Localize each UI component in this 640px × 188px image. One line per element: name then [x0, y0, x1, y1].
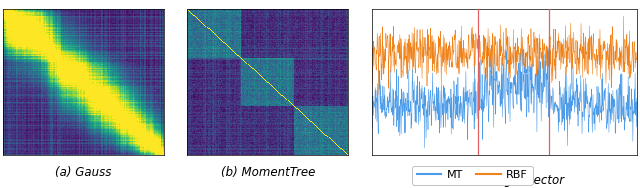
RBF — [529, 62, 537, 64]
Line: RBF: RBF — [372, 16, 637, 95]
RBF — [537, 57, 545, 59]
MT — [538, 120, 545, 122]
MT — [384, 106, 392, 108]
Text: (c) First eigenvector: (c) First eigenvector — [445, 174, 564, 187]
Text: (a) Gauss: (a) Gauss — [56, 166, 112, 179]
MT — [570, 99, 577, 101]
MT — [368, 85, 376, 87]
MT — [529, 86, 537, 88]
RBF — [620, 15, 627, 17]
MT — [596, 111, 604, 114]
MT — [522, 68, 530, 70]
RBF — [375, 93, 383, 96]
MT — [420, 147, 428, 149]
Legend: MT, RBF: MT, RBF — [412, 166, 532, 185]
RBF — [569, 52, 577, 55]
RBF — [368, 41, 376, 43]
RBF — [633, 52, 640, 54]
MT — [484, 41, 492, 44]
RBF — [596, 50, 604, 52]
RBF — [522, 67, 530, 69]
MT — [633, 97, 640, 99]
Text: (b) MomentTree: (b) MomentTree — [221, 166, 315, 179]
Line: MT: MT — [372, 42, 637, 148]
RBF — [385, 46, 392, 48]
